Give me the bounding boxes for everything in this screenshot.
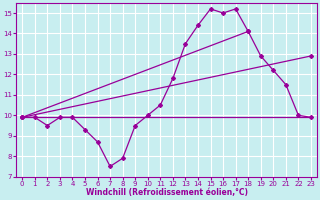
X-axis label: Windchill (Refroidissement éolien,°C): Windchill (Refroidissement éolien,°C) xyxy=(85,188,248,197)
